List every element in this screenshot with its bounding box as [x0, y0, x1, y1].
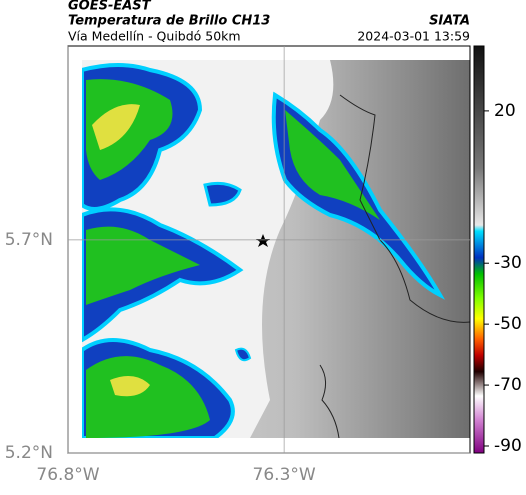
- x-tick-label: 76.8°W: [36, 465, 99, 485]
- brand: SIATA: [429, 14, 470, 29]
- timestamp: 2024-03-01 13:59: [357, 29, 470, 44]
- y-tick-label: 5.7°N: [5, 230, 53, 250]
- title: Temperatura de Brillo CH13: [68, 14, 270, 29]
- colorbar-tick-label: -90: [494, 436, 522, 456]
- y-tick-label: 5.2°N: [5, 443, 53, 463]
- source: GOES-EAST: [68, 0, 152, 14]
- imagery: [82, 60, 470, 438]
- colorbar-tick-label: -70: [494, 375, 522, 395]
- subtitle: Vía Medellín - Quibdó 50km: [68, 29, 241, 44]
- city-marker: [256, 234, 270, 247]
- colorbar-tick-label: -50: [494, 314, 522, 334]
- header: GOES-EAST Temperatura de Brillo CH13 SIA…: [68, 0, 470, 44]
- x-tick-label: 76.3°W: [253, 465, 316, 485]
- colorbar: [473, 45, 485, 454]
- colorbar-tick-label: -30: [494, 253, 522, 273]
- colorbar-tick-label: 20: [494, 101, 516, 121]
